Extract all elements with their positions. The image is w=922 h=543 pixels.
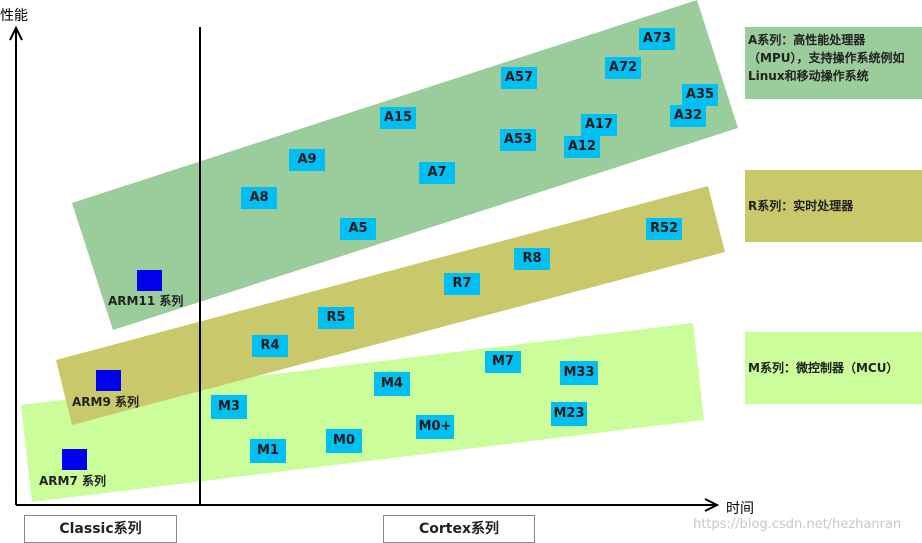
watermark-url: https://blog.csdn.net/hezhanran xyxy=(693,517,902,532)
arm9-label: ARM9 系列 xyxy=(72,395,139,409)
chip-r52: R52 xyxy=(646,218,682,240)
chip-a32: A32 xyxy=(670,105,706,127)
chip-r5: R5 xyxy=(318,307,354,329)
cortex-series-label: Cortex系列 xyxy=(383,515,535,543)
legend-r-series: R系列：实时处理器 xyxy=(745,170,922,242)
chip-r7: R7 xyxy=(444,273,480,295)
chip-m4: M4 xyxy=(374,372,410,396)
classic-series-label: Classic系列 xyxy=(24,515,177,543)
chip-a9: A9 xyxy=(289,149,325,171)
chip-a73: A73 xyxy=(639,28,675,50)
chip-a12: A12 xyxy=(564,136,600,158)
y-axis-label: 性能 xyxy=(0,8,28,24)
chip-m1: M1 xyxy=(250,439,286,463)
chip-a5: A5 xyxy=(340,218,376,240)
chip-m3: M3 xyxy=(211,395,247,419)
arm7-label: ARM7 系列 xyxy=(39,474,106,488)
chip-a57: A57 xyxy=(501,67,537,89)
chip-r8: R8 xyxy=(514,248,550,270)
y-axis-arrow xyxy=(9,25,23,41)
legend-a-series: A系列：高性能处理器（MPU），支持操作系统例如Linux和移动操作系统 xyxy=(745,27,922,99)
x-axis-label: 时间 xyxy=(726,501,754,517)
legend-m-series: M系列：微控制器（MCU） xyxy=(745,332,922,404)
chip-a7: A7 xyxy=(419,162,455,184)
chip-a72: A72 xyxy=(605,57,641,79)
chip-a15: A15 xyxy=(380,107,416,129)
chip-m33: M33 xyxy=(560,361,598,385)
chip-m23: M23 xyxy=(551,402,587,426)
chip-a8: A8 xyxy=(241,187,277,209)
chip-a35: A35 xyxy=(682,84,718,106)
chip-m0plus: M0+ xyxy=(416,415,454,439)
chip-m0: M0 xyxy=(326,429,362,453)
chip-a53: A53 xyxy=(500,129,536,151)
arm9-box xyxy=(96,370,121,391)
arm11-label: ARM11 系列 xyxy=(108,294,184,308)
arm7-box xyxy=(62,449,87,470)
a-series-band xyxy=(72,0,738,330)
arm11-box xyxy=(137,270,162,291)
m-series-band xyxy=(21,323,704,502)
chip-m7: M7 xyxy=(485,351,521,373)
chip-r4: R4 xyxy=(252,335,288,357)
chip-a17: A17 xyxy=(581,114,617,136)
r-series-band xyxy=(56,186,725,425)
x-axis-arrow xyxy=(704,498,720,512)
